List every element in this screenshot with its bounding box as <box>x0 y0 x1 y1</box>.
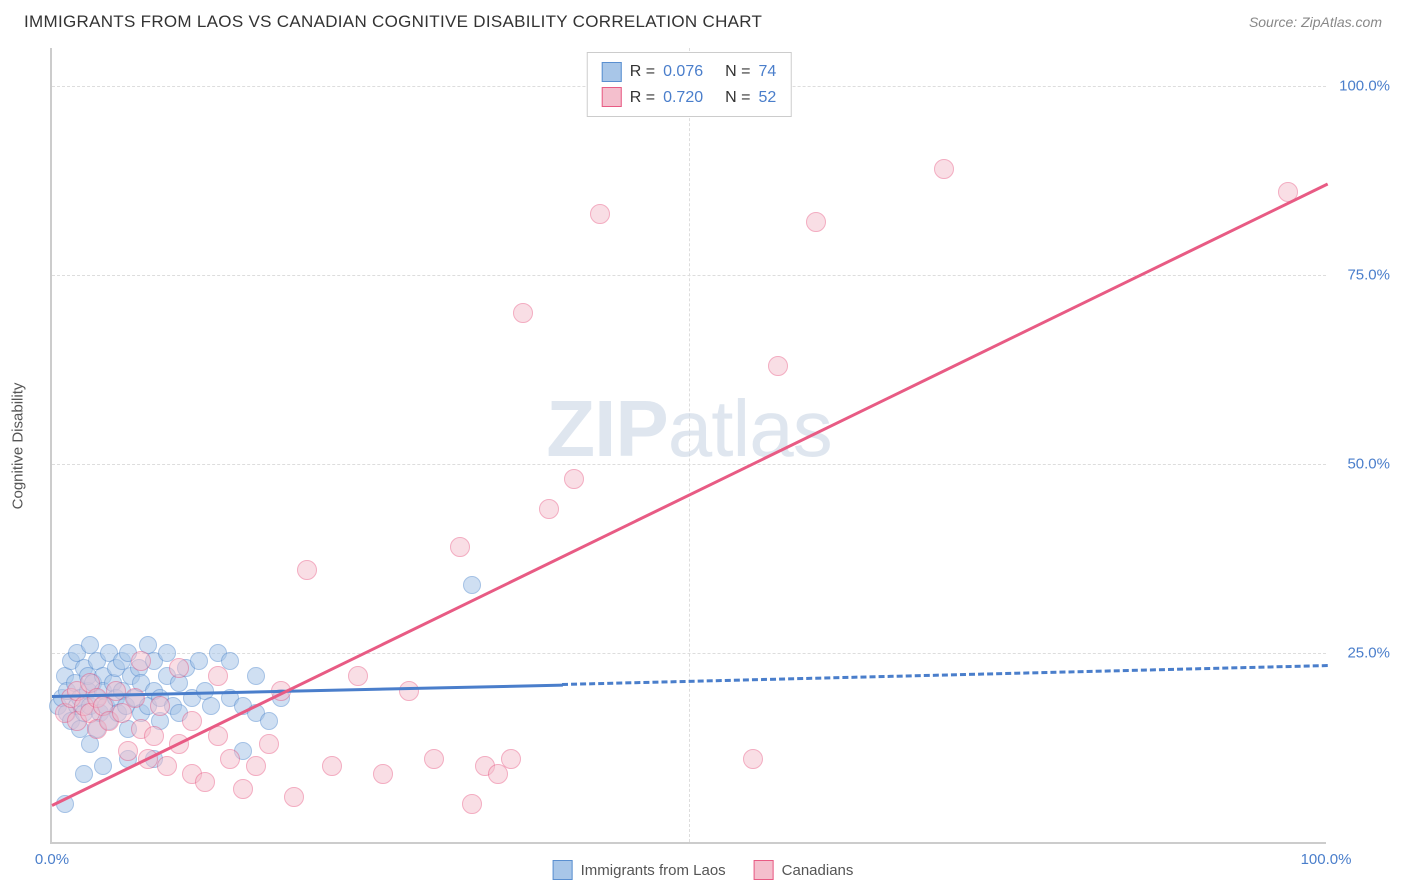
r-label: R = <box>630 85 655 111</box>
canadians-point <box>590 204 610 224</box>
n-value: 52 <box>758 85 776 111</box>
canadians-point <box>564 469 584 489</box>
laos-point <box>247 667 265 685</box>
x-tick-label: 100.0% <box>1301 851 1352 868</box>
canadians-point <box>125 688 145 708</box>
legend-item-laos: Immigrants from Laos <box>553 860 726 880</box>
canadians-point <box>157 756 177 776</box>
canadians-point <box>150 696 170 716</box>
canadians-point <box>501 749 521 769</box>
canadians-point <box>118 741 138 761</box>
n-label: N = <box>725 85 750 111</box>
canadians-point <box>768 356 788 376</box>
canadians-point <box>934 159 954 179</box>
laos-point <box>94 757 112 775</box>
legend-item-canadians: Canadians <box>754 860 854 880</box>
canadians-point <box>106 681 126 701</box>
laos-point <box>221 652 239 670</box>
laos-trendline-dashed <box>562 664 1328 686</box>
laos-point <box>75 765 93 783</box>
x-tick-label: 0.0% <box>35 851 69 868</box>
canadians-point <box>462 794 482 814</box>
canadians-point <box>182 711 202 731</box>
canadians-point <box>259 734 279 754</box>
canadians-point <box>208 666 228 686</box>
canadians-point <box>424 749 444 769</box>
canadians-point <box>539 499 559 519</box>
canadians-point <box>131 651 151 671</box>
gridline-v <box>689 48 690 842</box>
y-tick-label: 100.0% <box>1339 77 1390 94</box>
legend-swatch <box>602 62 622 82</box>
canadians-point <box>297 560 317 580</box>
chart-title: IMMIGRANTS FROM LAOS VS CANADIAN COGNITI… <box>24 12 762 32</box>
r-value: 0.076 <box>663 59 703 85</box>
y-tick-label: 75.0% <box>1347 266 1390 283</box>
canadians-point <box>450 537 470 557</box>
laos-point <box>260 712 278 730</box>
legend-stat-row-laos: R = 0.076 N = 74 <box>602 59 777 85</box>
n-label: N = <box>725 59 750 85</box>
y-tick-label: 25.0% <box>1347 644 1390 661</box>
r-label: R = <box>630 59 655 85</box>
laos-point <box>463 576 481 594</box>
canadians-point <box>246 756 266 776</box>
watermark-atlas: atlas <box>668 384 832 473</box>
legend-stat-row-canadians: R = 0.720 N = 52 <box>602 85 777 111</box>
canadians-point <box>233 779 253 799</box>
r-value: 0.720 <box>663 85 703 111</box>
laos-point <box>190 652 208 670</box>
source-attribution: Source: ZipAtlas.com <box>1249 14 1382 30</box>
canadians-point <box>144 726 164 746</box>
legend-swatch <box>602 87 622 107</box>
n-value: 74 <box>758 59 776 85</box>
correlation-legend: R = 0.076 N = 74 R = 0.720 N = 52 <box>587 52 792 117</box>
canadians-point <box>399 681 419 701</box>
laos-point <box>202 697 220 715</box>
canadians-point <box>348 666 368 686</box>
legend-label: Canadians <box>782 862 854 879</box>
canadians-point <box>220 749 240 769</box>
legend-swatch <box>754 860 774 880</box>
canadians-point <box>169 658 189 678</box>
canadians-point <box>743 749 763 769</box>
series-legend: Immigrants from Laos Canadians <box>553 860 854 880</box>
y-tick-label: 50.0% <box>1347 455 1390 472</box>
legend-swatch <box>553 860 573 880</box>
canadians-point <box>195 772 215 792</box>
canadians-point <box>806 212 826 232</box>
scatter-chart: ZIPatlas R =0.076N =74R =0.720N =52 25.0… <box>50 48 1326 844</box>
canadians-point <box>322 756 342 776</box>
chart-header: IMMIGRANTS FROM LAOS VS CANADIAN COGNITI… <box>0 0 1406 38</box>
legend-label: Immigrants from Laos <box>581 862 726 879</box>
canadians-point <box>284 787 304 807</box>
canadians-point <box>373 764 393 784</box>
canadians-point <box>513 303 533 323</box>
watermark-zip: ZIP <box>546 384 667 473</box>
y-axis-title: Cognitive Disability <box>10 383 27 510</box>
